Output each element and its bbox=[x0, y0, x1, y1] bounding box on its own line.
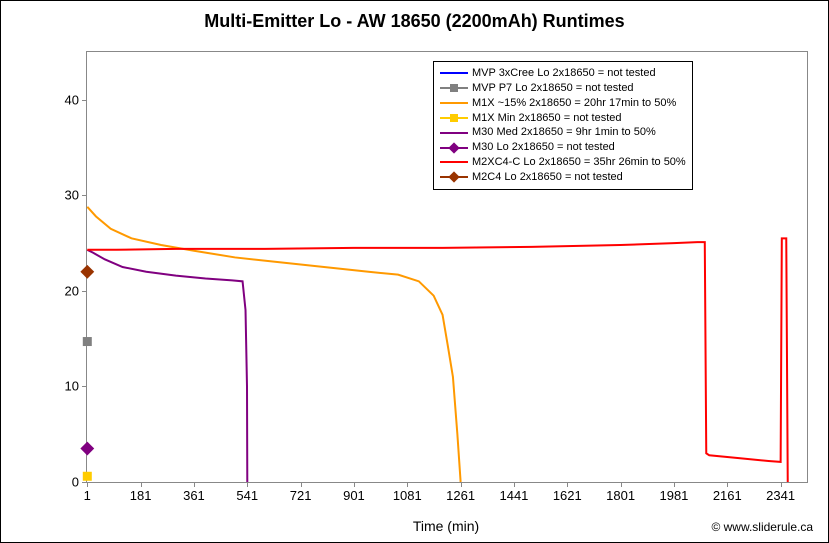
legend-label: M1X Min 2x18650 = not tested bbox=[472, 111, 622, 126]
legend-swatch bbox=[440, 157, 468, 167]
legend-label: M2C4 Lo 2x18650 = not tested bbox=[472, 170, 623, 185]
x-tick-mark bbox=[407, 482, 408, 487]
x-tick-mark bbox=[247, 482, 248, 487]
legend-swatch bbox=[440, 113, 468, 123]
legend-item: M30 Med 2x18650 = 9hr 1min to 50% bbox=[440, 125, 686, 140]
series-line bbox=[87, 238, 787, 482]
series-marker bbox=[80, 442, 94, 456]
legend-swatch bbox=[440, 83, 468, 93]
series-marker bbox=[80, 265, 94, 279]
legend-label: M2XC4-C Lo 2x18650 = 35hr 26min to 50% bbox=[472, 155, 686, 170]
x-tick-mark bbox=[621, 482, 622, 487]
x-tick-mark bbox=[141, 482, 142, 487]
y-tick-mark bbox=[82, 100, 87, 101]
legend-swatch bbox=[440, 128, 468, 138]
y-tick-mark bbox=[82, 386, 87, 387]
x-tick-mark bbox=[674, 482, 675, 487]
chart-title: Multi-Emitter Lo - AW 18650 (2200mAh) Ru… bbox=[1, 11, 828, 32]
legend-label: M30 Lo 2x18650 = not tested bbox=[472, 140, 615, 155]
series-marker bbox=[83, 337, 92, 346]
legend-swatch bbox=[440, 68, 468, 78]
x-tick-mark bbox=[354, 482, 355, 487]
y-tick-mark bbox=[82, 195, 87, 196]
chart-container: Multi-Emitter Lo - AW 18650 (2200mAh) Ru… bbox=[0, 0, 829, 543]
x-tick-mark bbox=[301, 482, 302, 487]
x-tick-mark bbox=[461, 482, 462, 487]
legend-swatch bbox=[440, 172, 468, 182]
legend-label: MVP 3xCree Lo 2x18650 = not tested bbox=[472, 66, 656, 81]
x-tick-mark bbox=[727, 482, 728, 487]
y-tick-mark bbox=[82, 291, 87, 292]
legend-label: M30 Med 2x18650 = 9hr 1min to 50% bbox=[472, 125, 656, 140]
legend: MVP 3xCree Lo 2x18650 = not testedMVP P7… bbox=[433, 61, 693, 190]
x-tick-mark bbox=[87, 482, 88, 487]
copyright-text: © www.sliderule.ca bbox=[711, 520, 813, 534]
legend-label: MVP P7 Lo 2x18650 = not tested bbox=[472, 81, 634, 96]
legend-swatch bbox=[440, 143, 468, 153]
legend-item: MVP 3xCree Lo 2x18650 = not tested bbox=[440, 66, 686, 81]
legend-item: M2XC4-C Lo 2x18650 = 35hr 26min to 50% bbox=[440, 155, 686, 170]
x-tick-mark bbox=[567, 482, 568, 487]
legend-item: MVP P7 Lo 2x18650 = not tested bbox=[440, 81, 686, 96]
series-line bbox=[87, 250, 247, 482]
x-tick-mark bbox=[514, 482, 515, 487]
legend-item: M30 Lo 2x18650 = not tested bbox=[440, 140, 686, 155]
x-axis-label: Time (min) bbox=[86, 518, 806, 534]
legend-item: M2C4 Lo 2x18650 = not tested bbox=[440, 170, 686, 185]
legend-item: M1X Min 2x18650 = not tested bbox=[440, 111, 686, 126]
x-tick-mark bbox=[781, 482, 782, 487]
legend-swatch bbox=[440, 98, 468, 108]
x-tick-mark bbox=[194, 482, 195, 487]
legend-item: M1X ~15% 2x18650 = 20hr 17min to 50% bbox=[440, 96, 686, 111]
legend-label: M1X ~15% 2x18650 = 20hr 17min to 50% bbox=[472, 96, 676, 111]
